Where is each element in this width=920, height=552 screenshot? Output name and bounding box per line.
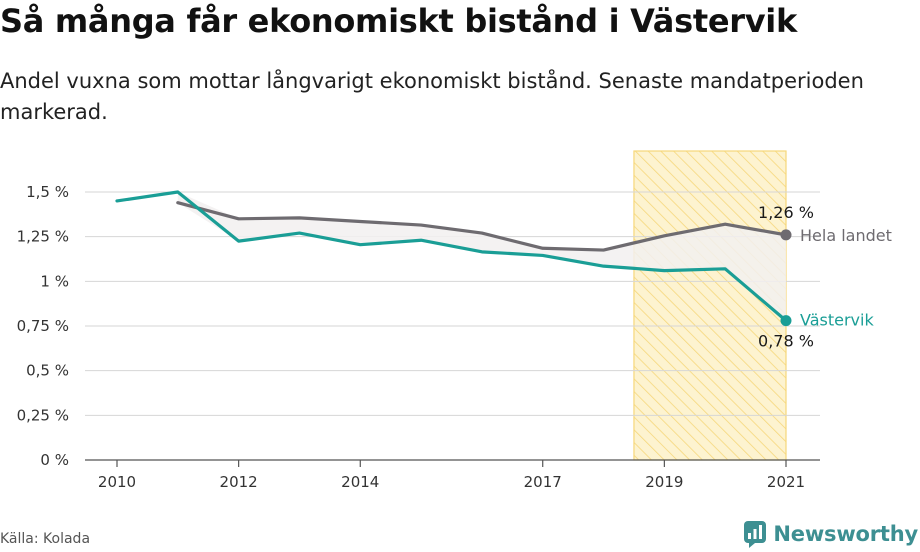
highlight-band xyxy=(633,150,787,461)
brand-name: Newsworthy xyxy=(773,522,918,546)
x-tick-label: 2014 xyxy=(341,473,379,491)
newsworthy-logo-icon xyxy=(744,521,767,548)
source-note: Källa: Kolada xyxy=(0,531,91,547)
y-tick-label: 1,25 % xyxy=(17,228,69,246)
series-line-vastervik-end-point xyxy=(780,315,792,327)
x-tick-label: 2019 xyxy=(645,473,683,491)
series-line-vastervik xyxy=(115,190,788,323)
axes: 2010 2012 2014 2017 2019 2021 xyxy=(85,459,820,491)
series-line-hela-landet xyxy=(176,201,788,252)
end-labels: Hela landet 1,26 % Västervik 0,78 % xyxy=(758,203,892,351)
y-tick-label: 1,5 % xyxy=(26,183,69,201)
value-label-hela-landet: 1,26 % xyxy=(758,203,814,222)
highlight-period xyxy=(633,150,787,461)
gap-area xyxy=(177,192,786,321)
y-tick-label: 0,5 % xyxy=(26,362,69,380)
gap-area-fill xyxy=(177,192,786,321)
series-line-hela-landet-end-point xyxy=(780,229,792,241)
x-tick-label: 2021 xyxy=(767,473,805,491)
y-tick-label: 0,25 % xyxy=(17,406,69,424)
y-tick-label: 0,75 % xyxy=(17,317,69,335)
x-tick-label: 2012 xyxy=(220,473,258,491)
value-label-vastervik: 0,78 % xyxy=(758,332,814,351)
brand-logo: Newsworthy xyxy=(743,518,918,550)
series-label-hela-landet: Hela landet xyxy=(800,226,892,245)
chart-title: Så många får ekonomiskt bistånd i Väster… xyxy=(0,2,797,40)
chart-subtitle: Andel vuxna som mottar långvarigt ekonom… xyxy=(0,69,864,124)
x-tick-label: 2017 xyxy=(524,473,562,491)
series-lines xyxy=(115,190,792,327)
y-tick-label: 1 % xyxy=(40,272,69,290)
x-tick-label: 2010 xyxy=(98,473,136,491)
y-tick-label: 0 % xyxy=(40,451,69,469)
series-label-vastervik: Västervik xyxy=(800,311,874,330)
